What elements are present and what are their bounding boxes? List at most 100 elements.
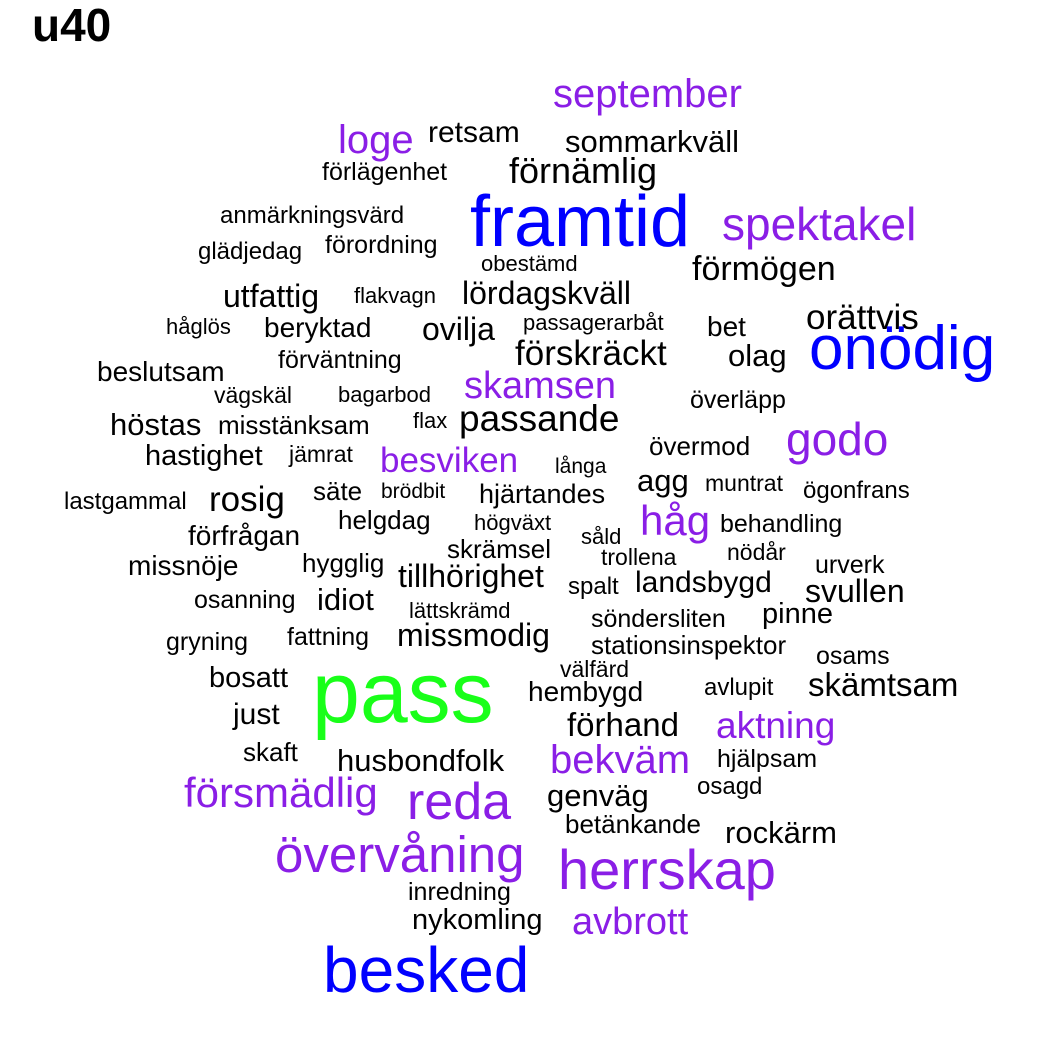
word-15: lördagskväll [462, 275, 631, 311]
word-82: förhand [567, 706, 679, 743]
word-71: fattning [287, 623, 370, 651]
word-24: förskräckt [515, 334, 667, 373]
word-21: bet [707, 311, 746, 342]
word-42: muntrat [705, 470, 783, 496]
word-3: sommarkväll [565, 124, 739, 159]
word-38: jämrat [289, 441, 353, 467]
word-37: hastighet [145, 440, 263, 472]
word-66: idiot [317, 582, 374, 617]
word-12: förmögen [692, 250, 836, 288]
word-43: ögonfrans [803, 477, 910, 504]
word-54: såld [581, 524, 622, 549]
word-10: förordning [325, 231, 438, 259]
word-34: passande [459, 398, 620, 439]
word-79: avlupit [704, 674, 774, 701]
word-35: godo [786, 413, 889, 465]
word-44: lastgammal [64, 488, 187, 515]
word-41: agg [637, 463, 689, 498]
word-81: just [233, 698, 280, 731]
word-85: husbondfolk [337, 743, 505, 778]
word-20: passagerarbåt [523, 310, 664, 335]
word-80: skämtsam [808, 666, 959, 703]
word-87: hjälpsam [717, 745, 818, 773]
word-60: urverk [815, 551, 885, 579]
word-83: aktning [716, 705, 836, 746]
word-13: utfattig [223, 278, 320, 314]
word-18: beryktad [264, 312, 372, 343]
word-88: osagd [697, 773, 763, 800]
word-84: skaft [243, 737, 298, 767]
word-58: missnöje [128, 550, 239, 581]
word-68: söndersliten [591, 605, 726, 633]
word-26: beslutsam [97, 356, 225, 387]
word-25: olag [728, 338, 787, 373]
word-33: flax [413, 408, 448, 433]
word-59: hygglig [302, 548, 385, 578]
word-70: gryning [166, 628, 248, 656]
word-57: nödår [727, 539, 786, 565]
word-19: ovilja [422, 311, 495, 347]
word-16: orättvis [806, 298, 919, 337]
word-52: behandling [720, 510, 843, 538]
word-47: brödbit [381, 480, 446, 503]
word-75: välfärd [560, 656, 630, 682]
word-55: skrämsel [447, 534, 552, 564]
word-32: misstänksam [218, 410, 370, 440]
word-17: håglös [166, 314, 231, 339]
word-89: försmädlig [184, 769, 378, 816]
word-45: rosig [209, 480, 285, 519]
word-95: herrskap [558, 838, 776, 901]
word-67: lättskrämd [409, 598, 511, 623]
word-11: obestämd [481, 251, 578, 276]
word-9: glädjedag [198, 238, 303, 265]
page-title: u40 [32, 0, 112, 51]
word-77: bosatt [209, 662, 288, 694]
word-99: besked [323, 934, 530, 1006]
word-90: reda [407, 773, 512, 831]
word-76: pass [312, 645, 494, 741]
word-40: långa [555, 455, 607, 478]
word-4: förlägenhet [322, 158, 448, 186]
word-92: betänkande [565, 809, 701, 839]
word-8: spektakel [722, 198, 917, 250]
word-1: loge [338, 118, 414, 162]
word-6: anmärkningsvärd [220, 202, 405, 229]
word-50: högväxt [474, 510, 552, 535]
word-28: vägskäl [214, 382, 292, 408]
word-64: spalt [568, 573, 619, 600]
word-61: tillhörighet [398, 558, 544, 594]
word-22: onödig [809, 314, 996, 383]
word-14: flakvagn [354, 283, 436, 308]
word-93: rockärm [725, 815, 837, 850]
word-5: förnämlig [509, 150, 658, 191]
word-31: höstas [110, 407, 202, 442]
word-27: skamsen [464, 365, 617, 407]
word-96: inredning [408, 878, 511, 906]
word-49: helgdag [338, 505, 431, 535]
word-98: avbrott [572, 901, 689, 943]
word-23: förväntning [278, 346, 402, 374]
word-46: säte [313, 476, 363, 506]
word-62: landsbygd [635, 566, 772, 599]
word-53: förfrågan [188, 520, 301, 551]
word-51: håg [640, 497, 711, 544]
word-91: genväg [547, 778, 649, 813]
word-36: övermod [649, 431, 751, 461]
word-65: osanning [194, 586, 296, 614]
word-63: svullen [805, 573, 905, 609]
word-72: missmodig [397, 617, 550, 653]
word-0: september [553, 72, 742, 116]
word-73: stationsinspektor [591, 630, 787, 660]
word-97: nykomling [412, 904, 543, 936]
word-74: osams [816, 642, 890, 670]
word-7: framtid [470, 182, 691, 262]
word-29: bagarbod [338, 382, 431, 407]
word-30: överläpp [690, 386, 786, 414]
word-39: besviken [380, 441, 519, 480]
word-48: hjärtandes [479, 479, 606, 509]
word-78: hembygd [528, 676, 644, 707]
word-94: övervåning [275, 826, 525, 883]
word-86: bekväm [550, 738, 691, 782]
word-56: trollena [601, 544, 677, 570]
